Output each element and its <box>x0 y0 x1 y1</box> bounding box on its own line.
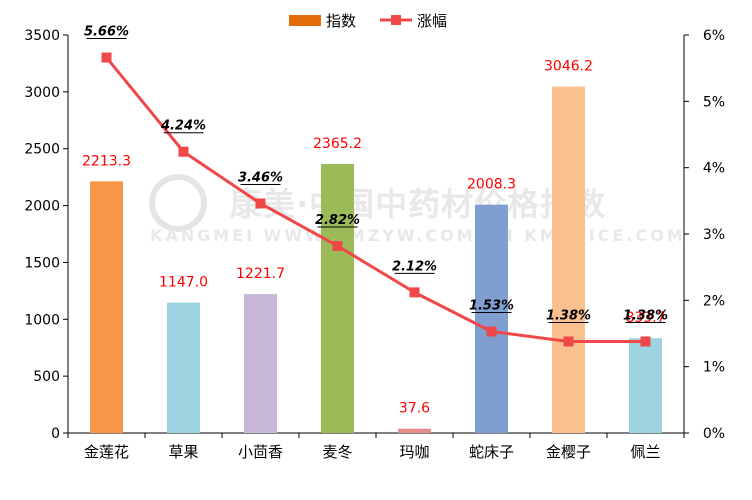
x-tick-label: 金莲花 <box>84 443 129 461</box>
x-tick-label: 金樱子 <box>546 443 591 461</box>
bar-value-label: 3046.2 <box>544 59 593 75</box>
line-value-label: 4.24% <box>160 119 206 134</box>
bar-value-label: 37.6 <box>399 401 430 417</box>
legend-line-marker <box>391 15 401 25</box>
bar <box>629 338 662 433</box>
bar-value-label: 1221.7 <box>236 266 285 282</box>
line-value-label: 2.82% <box>315 213 360 228</box>
line-path <box>105 56 646 343</box>
left-tick-label: 1500 <box>24 255 60 271</box>
right-tick-label: 4% <box>703 161 725 177</box>
bar <box>167 302 200 433</box>
bar-value-label: 1147.0 <box>159 275 208 291</box>
left-tick-label: 500 <box>33 369 60 385</box>
legend-line-label: 涨幅 <box>417 12 447 30</box>
line-marker <box>563 336 574 347</box>
bar-value-label: 2365.2 <box>313 136 362 152</box>
x-tick-label: 佩兰 <box>630 443 660 461</box>
legend: 指数 涨幅 <box>289 12 447 30</box>
right-tick-label: 3% <box>703 227 725 243</box>
line-value-label: 5.66% <box>84 25 129 40</box>
svg-text:KANGMEI WWW.KMZYW.COM.CN KMPRI: KANGMEI WWW.KMZYW.COM.CN KMPRICE.COM <box>150 226 686 245</box>
line-value-label: 1.38% <box>546 308 591 323</box>
bar-value-label: 2213.3 <box>82 153 131 169</box>
data-labels: 2213.3 1147.0 1221.7 2365.2 37.6 2008.3 3046.2… <box>82 25 668 417</box>
x-tick-label: 小茴香 <box>238 443 283 461</box>
line-marker <box>486 326 497 337</box>
line-value-label: 3.46% <box>238 170 283 185</box>
line-marker <box>101 52 112 63</box>
x-tick-label: 玛咖 <box>399 443 429 461</box>
left-tick-label: 3500 <box>24 28 60 44</box>
bar <box>90 181 123 433</box>
right-tick-label: 5% <box>703 94 725 110</box>
line-marker <box>178 146 189 157</box>
legend-bar-swatch <box>289 15 321 26</box>
svg-text:康美·中国中药材价格指数: 康美·中国中药材价格指数 <box>230 185 606 223</box>
bars <box>90 86 662 433</box>
bar-value-label: 2008.3 <box>467 177 516 193</box>
left-tick-label: 0 <box>51 426 60 442</box>
line-series <box>101 52 651 347</box>
right-tick-label: 2% <box>703 293 725 309</box>
legend-bar-label: 指数 <box>326 12 356 30</box>
x-tick-label: 蛇床子 <box>469 443 514 461</box>
line-value-label: 1.38% <box>623 308 668 323</box>
right-tick-label: 1% <box>703 360 725 376</box>
line-marker <box>255 198 266 209</box>
left-tick-label: 2000 <box>24 199 60 215</box>
bar <box>244 294 277 433</box>
watermark: 康美·中国中药材价格指数 KANGMEI WWW.KMZYW.COM.CN KM… <box>149 174 686 245</box>
line-marker <box>640 336 651 347</box>
line-marker <box>332 240 343 251</box>
left-tick-label: 1000 <box>24 312 60 328</box>
line-value-label: 2.12% <box>392 259 437 274</box>
right-tick-label: 6% <box>703 28 725 44</box>
bar <box>475 204 508 433</box>
line-marker <box>409 287 420 298</box>
bar <box>552 86 585 433</box>
left-tick-label: 3000 <box>24 85 60 101</box>
bar <box>398 428 431 433</box>
left-tick-label: 2500 <box>24 142 60 158</box>
x-tick-label: 草果 <box>168 443 198 461</box>
right-tick-label: 0% <box>703 426 725 442</box>
bar <box>321 164 354 433</box>
x-tick-label: 麦冬 <box>322 443 352 461</box>
line-value-label: 1.53% <box>469 299 514 314</box>
